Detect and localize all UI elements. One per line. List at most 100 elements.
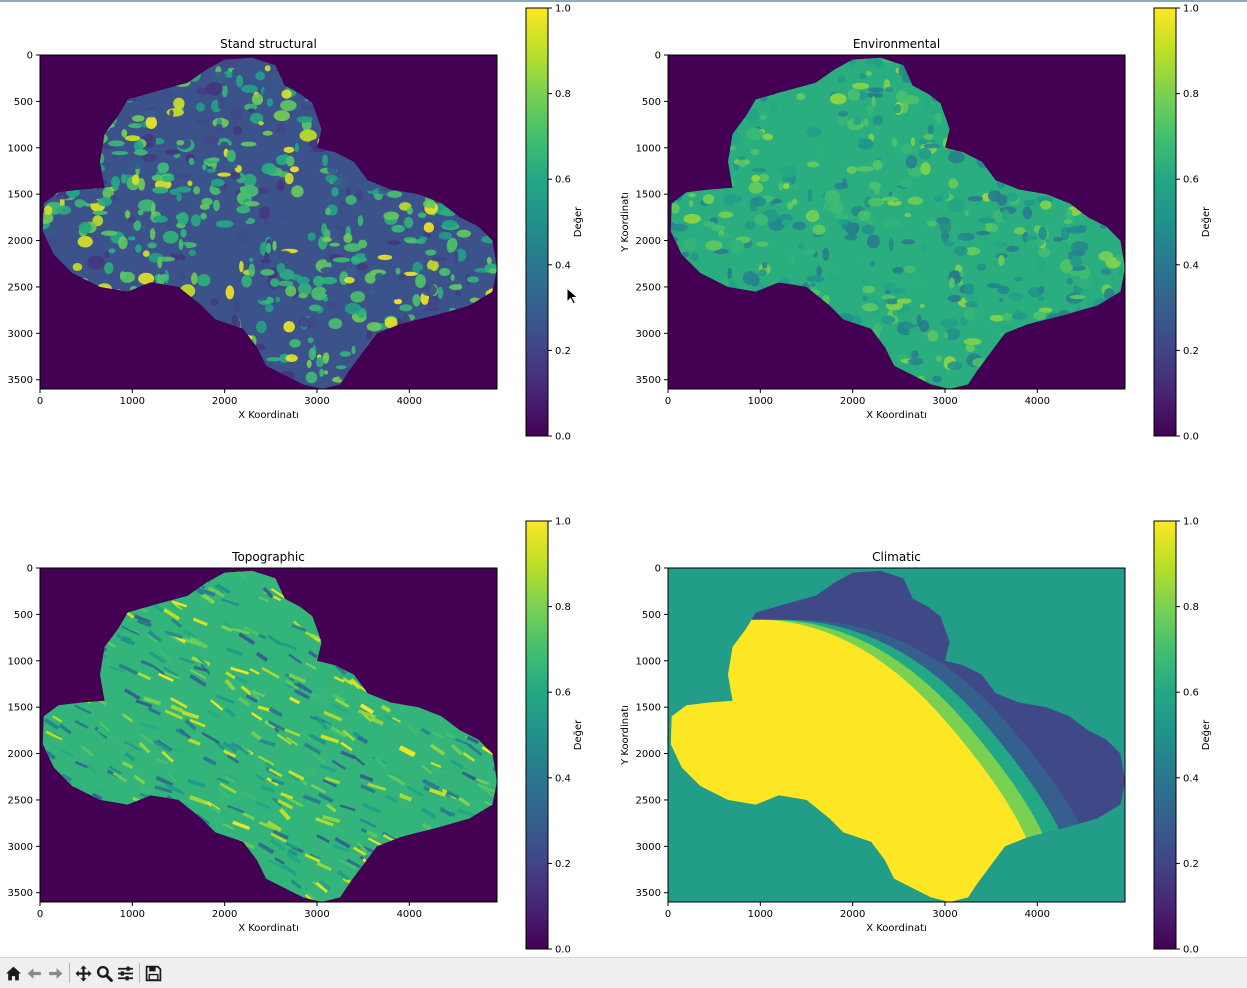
heatmap-cell	[289, 696, 301, 705]
heatmap-cell	[256, 291, 269, 301]
heatmap-cell	[279, 807, 291, 821]
heatmap-cell	[166, 107, 184, 117]
heatmap-cell	[202, 756, 217, 766]
heatmap-cell	[134, 149, 148, 156]
heatmap-cell	[866, 92, 883, 98]
heatmap-cell	[316, 718, 329, 731]
heatmap-cell	[320, 267, 335, 274]
heatmap-cell	[208, 210, 217, 216]
heatmap-cell	[323, 370, 329, 375]
heatmap-cell	[167, 773, 178, 783]
y-tick-label: 2500	[8, 282, 33, 293]
heatmap-cell	[326, 302, 337, 309]
heatmap-cell	[110, 194, 118, 203]
heatmap-cell	[327, 165, 337, 174]
heatmap-cell	[60, 749, 74, 758]
heatmap-cell	[419, 268, 434, 277]
heatmap-cell	[319, 764, 337, 773]
x-tick-label: 4000	[1025, 396, 1050, 407]
configure-subplots-button[interactable]	[115, 961, 136, 985]
heatmap-cell	[963, 307, 976, 321]
heatmap-cell	[42, 212, 54, 224]
heatmap-cell	[240, 184, 259, 198]
heatmap-cell	[180, 228, 187, 238]
heatmap-cell	[248, 263, 256, 277]
heatmap-cell	[865, 70, 872, 76]
axes-frame	[39, 54, 498, 390]
heatmap-cell	[165, 213, 172, 227]
save-button[interactable]	[143, 961, 164, 985]
heatmap-cell	[214, 123, 224, 135]
pan-button[interactable]	[73, 961, 94, 985]
heatmap-cell	[393, 298, 403, 305]
heatmap-cell	[297, 282, 312, 296]
heatmap-cell	[883, 282, 897, 292]
heatmap-cell	[910, 137, 916, 147]
y-tick-label: 500	[14, 97, 33, 108]
home-button[interactable]	[3, 961, 24, 985]
heatmap-cell	[176, 192, 182, 202]
colorbar-tick-label: 1.0	[555, 4, 571, 15]
heatmap-cell	[881, 197, 899, 202]
heatmap-cell	[683, 213, 701, 224]
heatmap-cell	[421, 807, 437, 820]
x-tick-label: 1000	[748, 909, 773, 920]
heatmap-cell	[999, 189, 1009, 195]
heatmap-cell	[430, 730, 444, 739]
heatmap-cell	[143, 696, 162, 706]
heatmap-cell	[189, 718, 206, 728]
heatmap-cell	[287, 848, 299, 857]
heatmap-cell	[256, 320, 267, 334]
heatmap-cell	[792, 221, 807, 231]
x-tick-label: 2000	[840, 909, 865, 920]
heatmap-cell	[893, 187, 904, 201]
heatmap-cell	[364, 297, 372, 302]
heatmap-cell	[450, 759, 464, 769]
heatmap-cell	[399, 304, 413, 312]
heatmap-cell	[242, 173, 257, 187]
colorbar-tick-label: 0.2	[555, 346, 571, 357]
magnifier-icon	[96, 965, 113, 982]
heatmap-cell	[842, 178, 848, 187]
y-tick-label: 1000	[8, 143, 33, 154]
heatmap-cell	[965, 300, 978, 309]
heatmap-cell	[351, 345, 356, 355]
heatmap-cell	[384, 794, 399, 804]
heatmap-cell	[112, 771, 128, 783]
heatmap-cell	[161, 750, 174, 763]
heatmap-cell	[80, 745, 95, 757]
heatmap-cell	[86, 762, 98, 775]
heatmap-cell	[872, 322, 883, 334]
heatmap-cell	[265, 762, 276, 772]
figure-canvas[interactable]: 0 1000 2000 3000 4000 0 500 1000 1500 2000 2500 300…	[0, 0, 1247, 957]
x-axis-label: X Koordinatı	[238, 923, 299, 934]
heatmap-cell	[277, 250, 292, 260]
heatmap-cell	[195, 119, 211, 125]
heatmap-cell	[325, 252, 332, 263]
heatmap-cell	[255, 71, 266, 81]
heatmap-cell	[438, 267, 451, 277]
y-tick-label: 1500	[636, 703, 661, 714]
heatmap-cell	[268, 768, 283, 778]
heatmap-cell	[963, 283, 975, 296]
heatmap-cell	[131, 174, 140, 186]
heatmap-cell	[365, 829, 378, 839]
heatmap-cell	[140, 733, 155, 745]
heatmap-cell	[210, 71, 227, 84]
heatmap-cell	[688, 193, 697, 198]
heatmap-cell	[217, 172, 231, 177]
heatmap-cell	[121, 625, 140, 636]
heatmap-cell	[197, 274, 211, 287]
zoom-button[interactable]	[94, 961, 115, 985]
forward-button[interactable]	[45, 961, 66, 985]
heatmap-cell	[769, 100, 778, 114]
heatmap-cell	[283, 321, 295, 333]
heatmap-cell	[44, 750, 56, 760]
heatmap-cell	[188, 249, 197, 257]
heatmap-cell	[423, 200, 435, 208]
heatmap-cell	[270, 838, 286, 852]
heatmap-cell	[930, 109, 936, 115]
heatmap-cell	[718, 211, 734, 219]
back-button[interactable]	[24, 961, 45, 985]
heatmap-cell	[298, 293, 308, 299]
